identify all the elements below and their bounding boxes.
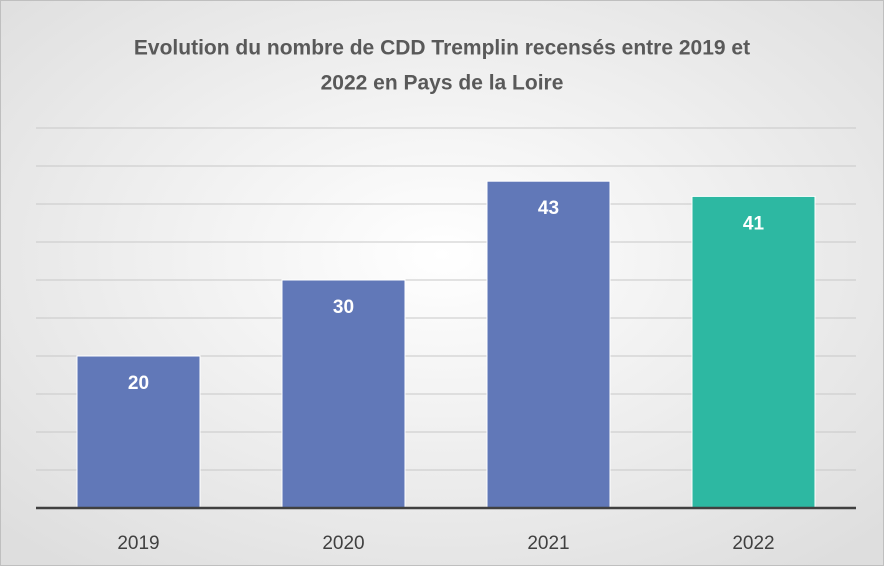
value-label: 43 bbox=[538, 198, 559, 219]
value-label: 20 bbox=[128, 373, 149, 394]
bar bbox=[76, 355, 201, 509]
bar bbox=[486, 180, 611, 509]
chart-title: 2022 en Pays de la Loire bbox=[321, 72, 564, 95]
x-tick-label: 2020 bbox=[322, 533, 364, 554]
x-tick-label: 2022 bbox=[732, 533, 774, 554]
value-label: 41 bbox=[743, 213, 765, 234]
bar bbox=[281, 279, 406, 509]
value-label: 30 bbox=[333, 297, 354, 318]
x-tick-label: 2019 bbox=[117, 533, 159, 554]
bar bbox=[691, 195, 816, 509]
chart-title: Evolution du nombre de CDD Tremplin rece… bbox=[134, 37, 750, 60]
x-tick-label: 2021 bbox=[527, 533, 569, 554]
